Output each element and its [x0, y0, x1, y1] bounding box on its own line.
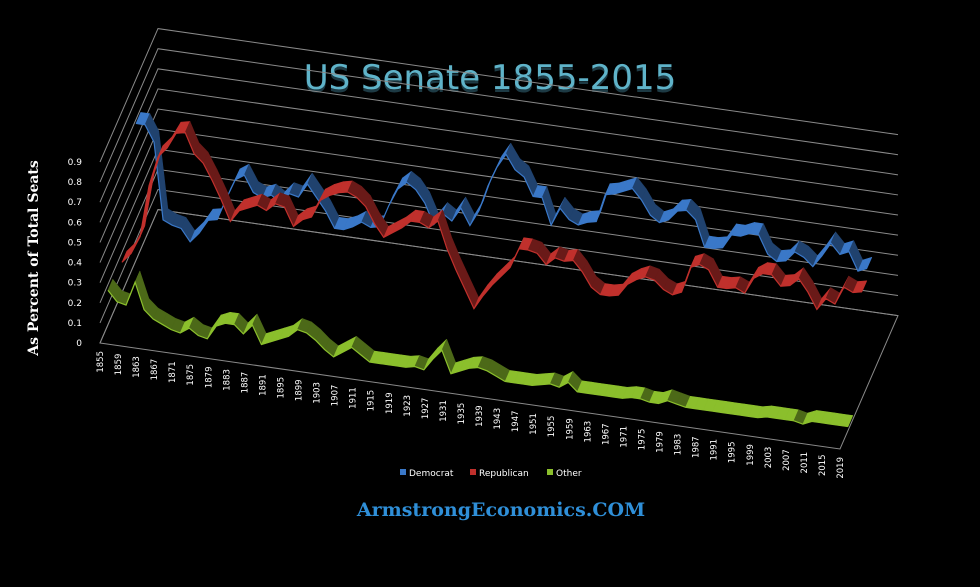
x-tick-label: 1867 [150, 359, 160, 381]
chart-gridlines [99, 28, 899, 344]
y-tick-label: 0.9 [68, 158, 83, 168]
series-republican [121, 121, 868, 311]
x-tick-label: 2003 [764, 447, 774, 469]
gridline [99, 188, 899, 324]
x-tick-label: 1907 [331, 385, 341, 407]
x-tick-label: 1855 [96, 351, 106, 373]
legend-swatch-republican [470, 469, 476, 475]
legend-swatch-democrat [400, 469, 406, 475]
legend-label-democrat: Democrat [409, 469, 454, 479]
x-tick-label: 1899 [295, 379, 305, 401]
x-tick-label: 1999 [746, 444, 756, 466]
x-tick-label: 1947 [511, 410, 521, 432]
y-tick-label: 0.8 [68, 178, 83, 188]
x-axis-ticks: 1855 1859 1863 1867 1871 1875 1879 1883 1887 1891… [96, 351, 846, 479]
series-line [135, 122, 868, 272]
x-tick-label: 2011 [800, 452, 810, 474]
series-segment [825, 287, 841, 305]
y-tick-label: 0.2 [68, 299, 82, 309]
x-tick-label: 1935 [457, 403, 467, 425]
x-tick-label: 1875 [186, 364, 196, 386]
x-tick-label: 1983 [674, 434, 684, 456]
gridline [99, 108, 899, 243]
x-tick-label: 1995 [728, 441, 738, 463]
y-tick-label: 0.7 [68, 198, 82, 208]
x-tick-label: 1911 [349, 387, 359, 409]
x-tick-label: 1883 [222, 369, 232, 391]
x-tick-label: 1903 [313, 382, 323, 404]
x-tick-label: 1939 [475, 405, 485, 427]
x-tick-label: 1863 [132, 356, 142, 378]
y-tick-label: 0.1 [68, 319, 82, 329]
gridline [99, 68, 899, 203]
gridline [99, 48, 899, 183]
series-democrat [135, 112, 873, 272]
legend-swatch-other [547, 469, 553, 475]
x-tick-label: 2019 [836, 457, 846, 479]
x-tick-label: 1955 [547, 416, 557, 438]
x-tick-label: 2015 [818, 454, 828, 476]
x-tick-label: 1871 [168, 361, 178, 383]
y-tick-label: 0.5 [68, 238, 82, 248]
x-tick-label: 1967 [601, 423, 611, 445]
x-tick-label: 1975 [637, 429, 647, 451]
x-tick-label: 2007 [782, 449, 792, 471]
chart-legend: Democrat Republican Other [400, 469, 582, 479]
series-line [121, 131, 863, 311]
x-tick-label: 1959 [565, 418, 575, 440]
x-tick-label: 1895 [276, 377, 286, 399]
y-axis-ticks: 0 0.1 0.2 0.3 0.4 0.5 0.6 0.7 0.8 0.9 [68, 158, 83, 349]
x-tick-label: 1887 [240, 372, 250, 394]
series-line [107, 280, 849, 428]
x-tick-label: 1991 [710, 439, 720, 461]
x-tick-label: 1987 [692, 436, 702, 458]
chart-title: US Senate 1855-2015 US Senate 1855-2015 [304, 58, 677, 101]
x-tick-label: 1927 [421, 398, 431, 420]
x-tick-label: 1879 [204, 367, 214, 389]
x-tick-label: 1963 [583, 421, 593, 443]
x-tick-label: 1859 [114, 354, 124, 376]
x-tick-label: 1915 [367, 390, 377, 412]
x-tick-label: 1971 [619, 426, 629, 448]
y-tick-label: 0.4 [68, 259, 83, 269]
y-tick-label: 0.3 [68, 279, 82, 289]
gridline [99, 28, 899, 163]
footer-watermark: ArmstrongEconomics.COM [356, 499, 645, 521]
x-tick-label: 1919 [385, 392, 395, 414]
gridline [99, 88, 899, 223]
x-tick-label: 1979 [656, 431, 666, 453]
series-segment [491, 264, 507, 286]
x-tick-label: 1931 [439, 400, 449, 422]
x-tick-label: 1943 [493, 408, 503, 430]
x-tick-label: 1891 [258, 374, 268, 396]
x-tick-label: 1951 [529, 413, 539, 435]
legend-label-republican: Republican [479, 469, 529, 479]
gridline [99, 148, 899, 283]
y-tick-label: 0.6 [68, 218, 83, 228]
series-segment [121, 242, 137, 263]
series-other [107, 270, 854, 428]
legend-label-other: Other [556, 469, 582, 479]
x-tick-label: 1923 [403, 395, 413, 417]
series-layer [107, 112, 873, 428]
y-tick-label: 0 [76, 339, 82, 349]
y-axis-label: As Percent of Total Seats [26, 160, 42, 357]
